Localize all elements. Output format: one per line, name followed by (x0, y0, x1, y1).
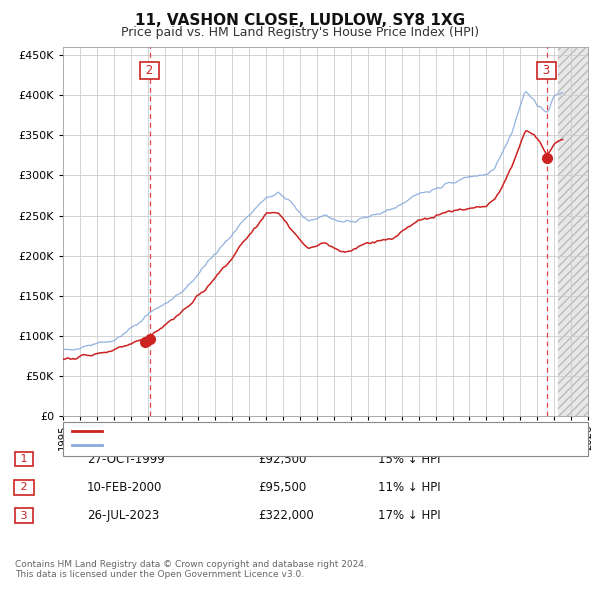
Text: 17% ↓ HPI: 17% ↓ HPI (378, 509, 440, 522)
Bar (557, 47, 588, 416)
Text: 1: 1 (17, 454, 31, 464)
Text: 11, VASHON CLOSE, LUDLOW, SY8 1XG: 11, VASHON CLOSE, LUDLOW, SY8 1XG (135, 13, 465, 28)
Text: £92,500: £92,500 (258, 453, 307, 466)
Bar (557, 47, 588, 416)
Text: 2: 2 (142, 64, 157, 77)
Text: 3: 3 (17, 511, 31, 520)
Text: 11, VASHON CLOSE, LUDLOW, SY8 1XG (detached house): 11, VASHON CLOSE, LUDLOW, SY8 1XG (detac… (108, 426, 428, 435)
Text: Price paid vs. HM Land Registry's House Price Index (HPI): Price paid vs. HM Land Registry's House … (121, 26, 479, 39)
Text: 3: 3 (539, 64, 554, 77)
Text: HPI: Average price, detached house, Shropshire: HPI: Average price, detached house, Shro… (108, 441, 374, 450)
Text: £322,000: £322,000 (258, 509, 314, 522)
Text: 11% ↓ HPI: 11% ↓ HPI (378, 481, 440, 494)
Text: 10-FEB-2000: 10-FEB-2000 (87, 481, 163, 494)
Text: 15% ↓ HPI: 15% ↓ HPI (378, 453, 440, 466)
Text: Contains HM Land Registry data © Crown copyright and database right 2024.
This d: Contains HM Land Registry data © Crown c… (15, 560, 367, 579)
Text: 27-OCT-1999: 27-OCT-1999 (87, 453, 165, 466)
Text: £95,500: £95,500 (258, 481, 306, 494)
Text: 26-JUL-2023: 26-JUL-2023 (87, 509, 159, 522)
Text: 2: 2 (17, 483, 31, 492)
